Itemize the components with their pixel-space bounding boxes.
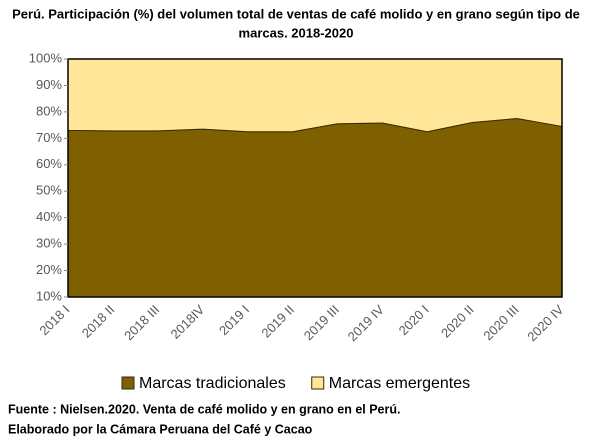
x-tick-label: 2019 IV xyxy=(345,302,388,345)
y-tick-label: 50% xyxy=(36,183,62,198)
x-tick-label: 2018 I xyxy=(36,302,72,338)
legend-swatch xyxy=(121,376,135,390)
x-tick-label: 2020 I xyxy=(396,302,432,338)
area xyxy=(67,58,563,133)
plot-border xyxy=(67,58,563,298)
x-tick-label: 2018 II xyxy=(79,302,118,341)
y-tick-label: 60% xyxy=(36,156,62,171)
legend-label: Marcas tradicionales xyxy=(139,375,286,392)
chart-title: marcas. 2018-2020 xyxy=(239,25,354,40)
x-tick-label: 2020 II xyxy=(438,302,477,341)
y-tick-label: 100% xyxy=(29,50,63,65)
x-tick-label: 2019 III xyxy=(301,302,342,343)
y-tick-label: 90% xyxy=(36,77,62,92)
y-tick-label: 40% xyxy=(36,209,62,224)
source-note: Elaborado por la Cámara Peruana del Café… xyxy=(8,422,313,436)
source-note: Fuente : Nielsen.2020. Venta de café mol… xyxy=(8,402,401,416)
x-tick-label: 2020 IV xyxy=(524,302,567,345)
y-tick-label: 70% xyxy=(36,130,62,145)
y-tick-label: 20% xyxy=(36,262,62,277)
area xyxy=(67,117,563,298)
x-tick-label: 2020 III xyxy=(480,302,521,343)
x-tick-label: 2018IV xyxy=(168,302,208,342)
x-tick-label: 2018 III xyxy=(121,302,162,343)
y-tick-label: 80% xyxy=(36,103,62,118)
y-tick-label: 10% xyxy=(36,288,62,303)
x-tick-label: 2019 II xyxy=(258,302,297,341)
chart-title: Perú. Participación (%) del volumen tota… xyxy=(12,6,580,21)
y-tick-label: 30% xyxy=(36,236,62,251)
legend-swatch xyxy=(311,376,325,390)
legend-label: Marcas emergentes xyxy=(329,375,470,392)
x-tick-label: 2019 I xyxy=(216,302,252,338)
